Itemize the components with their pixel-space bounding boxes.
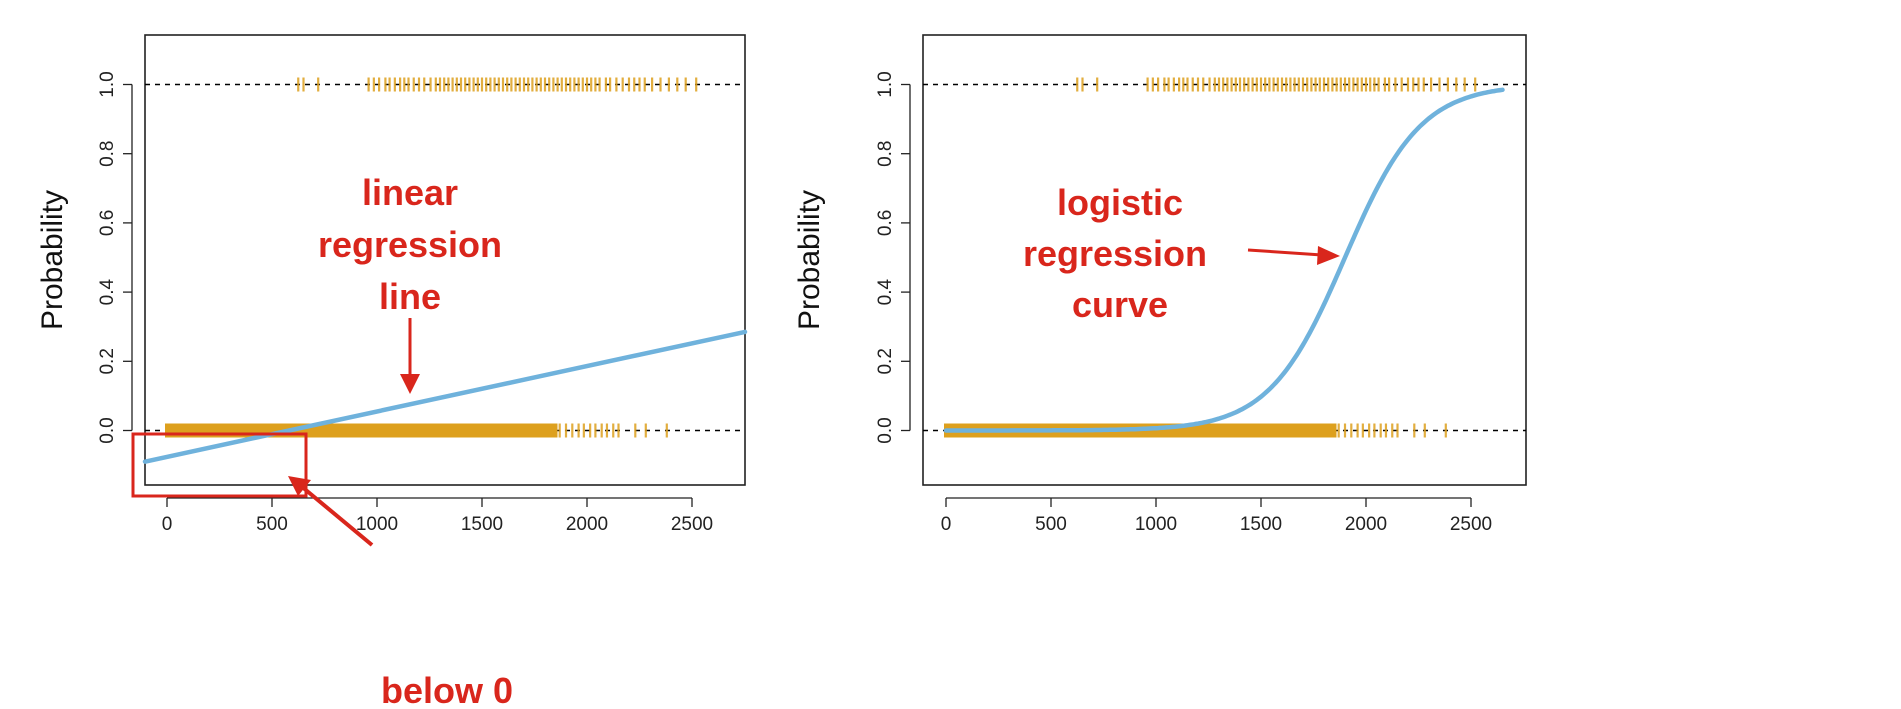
below-zero-highlight-box (131, 432, 308, 498)
annotation-logistic: logistic (1057, 182, 1183, 223)
y-tick-label: 0.2 (97, 348, 118, 374)
y-axis-title: Probability (36, 190, 69, 330)
y-tick-label: 0.6 (875, 210, 896, 236)
plot-frame (144, 34, 746, 486)
x-tick-label: 1500 (461, 514, 503, 535)
annotation-linear: linear (362, 172, 458, 213)
x-tick-label: 0 (162, 514, 173, 535)
logistic-regression-curve (943, 87, 1505, 433)
x-tick-label: 2500 (671, 514, 713, 535)
annotation-line: line (379, 276, 441, 317)
linear-regression-line (142, 329, 748, 464)
y-tick-label: 0.4 (875, 278, 896, 305)
below-zero-arrow-head (288, 476, 311, 496)
y-tick-label: 1.0 (875, 71, 896, 97)
x-tick-label: 0 (941, 514, 952, 535)
y-tick-label: 1.0 (97, 71, 118, 97)
axes: 0 500 1000 1500 2000 2500 0.0 0.2 0.4 0.6 0.8 1.0 (97, 71, 713, 535)
fit-curve (943, 87, 1505, 433)
arrow-head (400, 374, 420, 394)
y-tick-label: 0.8 (875, 140, 896, 166)
x-tick-label: 2000 (566, 514, 608, 535)
points-y1 (297, 77, 698, 92)
y-axis-title: Probability (793, 190, 826, 330)
x-tick-label: 1500 (1240, 514, 1282, 535)
y-tick-label: 0.2 (875, 348, 896, 374)
y-tick-label: 0.6 (97, 210, 118, 236)
plot-frame (922, 34, 1527, 486)
y-tick-label: 0.4 (97, 278, 118, 305)
logistic-regression-panel: 0 500 1000 1500 2000 2500 0.0 0.2 0.4 0.6 0.8 1.0 P… (793, 34, 1527, 535)
y-tick-label: 0.8 (97, 140, 118, 166)
annotation-curve: curve (1072, 284, 1168, 325)
x-tick-label: 500 (256, 514, 288, 535)
linear-regression-panel: 0 500 1000 1500 2000 2500 0.0 0.2 0.4 0.6 0.8 1.0 P… (36, 34, 748, 709)
arrow-shaft (1247, 248, 1323, 257)
y-tick-label: 0.0 (875, 417, 896, 443)
annotation-regression: regression (318, 224, 502, 265)
annotation-regression: regression (1023, 233, 1207, 274)
arrow-head (1317, 246, 1340, 265)
axes: 0 500 1000 1500 2000 2500 0.0 0.2 0.4 0.6 0.8 1.0 (875, 71, 1492, 535)
below-zero-arrow-shaft (299, 484, 374, 547)
x-tick-label: 2000 (1345, 514, 1387, 535)
points-y1 (1076, 77, 1477, 92)
x-tick-label: 1000 (356, 514, 398, 535)
x-tick-label: 1000 (1135, 514, 1177, 535)
x-tick-label: 500 (1035, 514, 1067, 535)
fit-curve (142, 329, 748, 464)
annotation-below-zero: below 0 (381, 670, 513, 709)
y-tick-label: 0.0 (97, 417, 118, 443)
x-tick-label: 2500 (1450, 514, 1492, 535)
